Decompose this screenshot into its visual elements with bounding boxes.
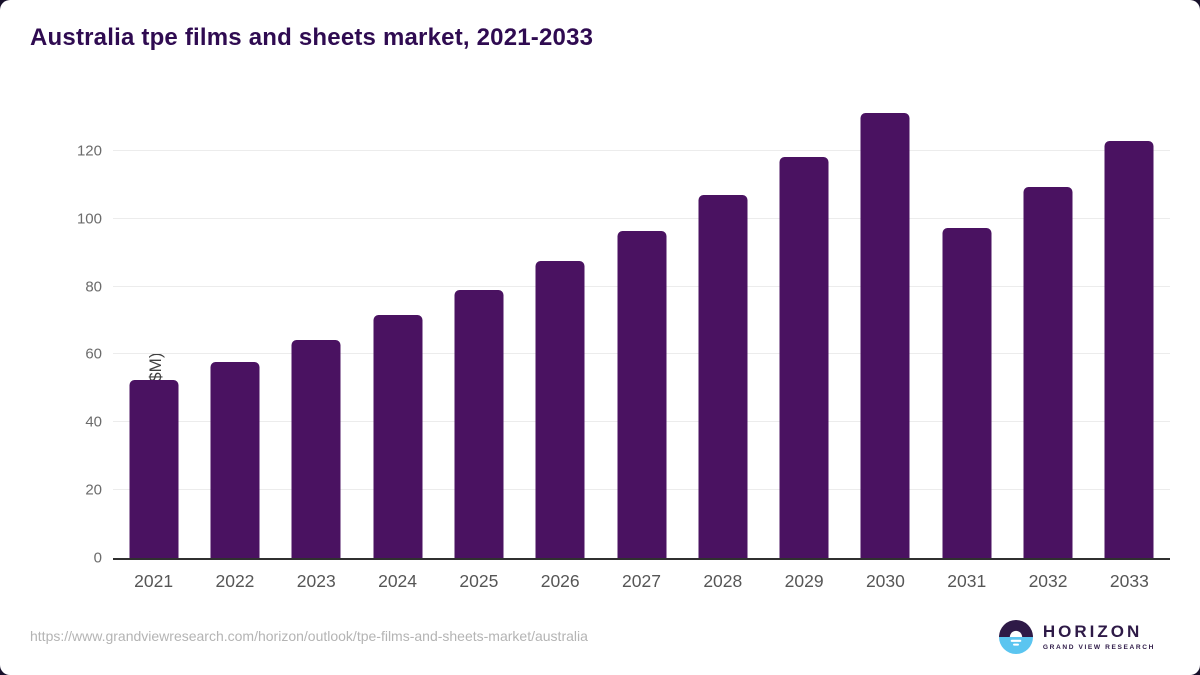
- bar-2024[interactable]: [373, 315, 423, 558]
- y-axis-tick-label: 20: [85, 481, 102, 499]
- horizon-logo-icon: [998, 620, 1033, 654]
- plot-area: Market Size (US$M) 020406080100120202120…: [77, 100, 1170, 591]
- x-axis-tick-label: 2021: [134, 571, 174, 591]
- horizon-logo-text: HORIZON GRAND VIEW RESEARCH: [1042, 622, 1155, 651]
- x-axis-tick-label: 2030: [865, 571, 905, 591]
- x-axis-tick-label: 2028: [703, 571, 743, 591]
- bar-2025[interactable]: [454, 290, 504, 558]
- y-axis-tick-label: 120: [76, 142, 102, 160]
- x-axis-tick-label: 2027: [622, 571, 661, 591]
- bar-2023[interactable]: [291, 339, 341, 558]
- y-axis-tick-label: 0: [93, 549, 102, 567]
- x-axis-tick-label: 2032: [1028, 571, 1068, 591]
- x-axis-tick-label: 2031: [947, 571, 987, 591]
- bar-2027[interactable]: [617, 230, 666, 558]
- y-axis-tick-label: 80: [85, 278, 102, 296]
- x-axis-tick-label: 2025: [459, 571, 499, 591]
- bar-2031[interactable]: [942, 227, 992, 558]
- bar-2032[interactable]: [1023, 186, 1073, 558]
- gridline: [113, 217, 1170, 219]
- bar-2026[interactable]: [535, 261, 585, 558]
- y-axis-tick-label: 100: [76, 210, 102, 228]
- bar-2022[interactable]: [210, 361, 260, 558]
- x-axis-tick-label: 2029: [784, 571, 824, 591]
- horizon-logo-brand: HORIZON: [1042, 622, 1143, 642]
- bar-2021[interactable]: [129, 380, 179, 558]
- bar-2033[interactable]: [1104, 140, 1154, 558]
- y-axis-tick-label: 60: [85, 345, 102, 363]
- chart-title: Australia tpe films and sheets market, 2…: [30, 24, 594, 51]
- x-axis-tick-label: 2024: [378, 571, 418, 591]
- x-axis-tick-label: 2023: [296, 571, 336, 591]
- x-axis-tick-label: 2026: [540, 571, 580, 591]
- x-axis-tick-label: 2033: [1109, 571, 1149, 591]
- source-url: https://www.grandviewresearch.com/horizo…: [30, 628, 588, 644]
- horizon-logo-subbrand: GRAND VIEW RESEARCH: [1042, 643, 1155, 651]
- y-axis-tick-label: 40: [85, 413, 102, 431]
- x-axis-tick-label: 2022: [215, 571, 255, 591]
- horizon-logo: HORIZON GRAND VIEW RESEARCH: [998, 620, 1155, 654]
- gridline: [113, 149, 1170, 151]
- bar-2028[interactable]: [698, 194, 748, 558]
- bar-2029[interactable]: [779, 156, 829, 558]
- bar-2030[interactable]: [860, 113, 910, 558]
